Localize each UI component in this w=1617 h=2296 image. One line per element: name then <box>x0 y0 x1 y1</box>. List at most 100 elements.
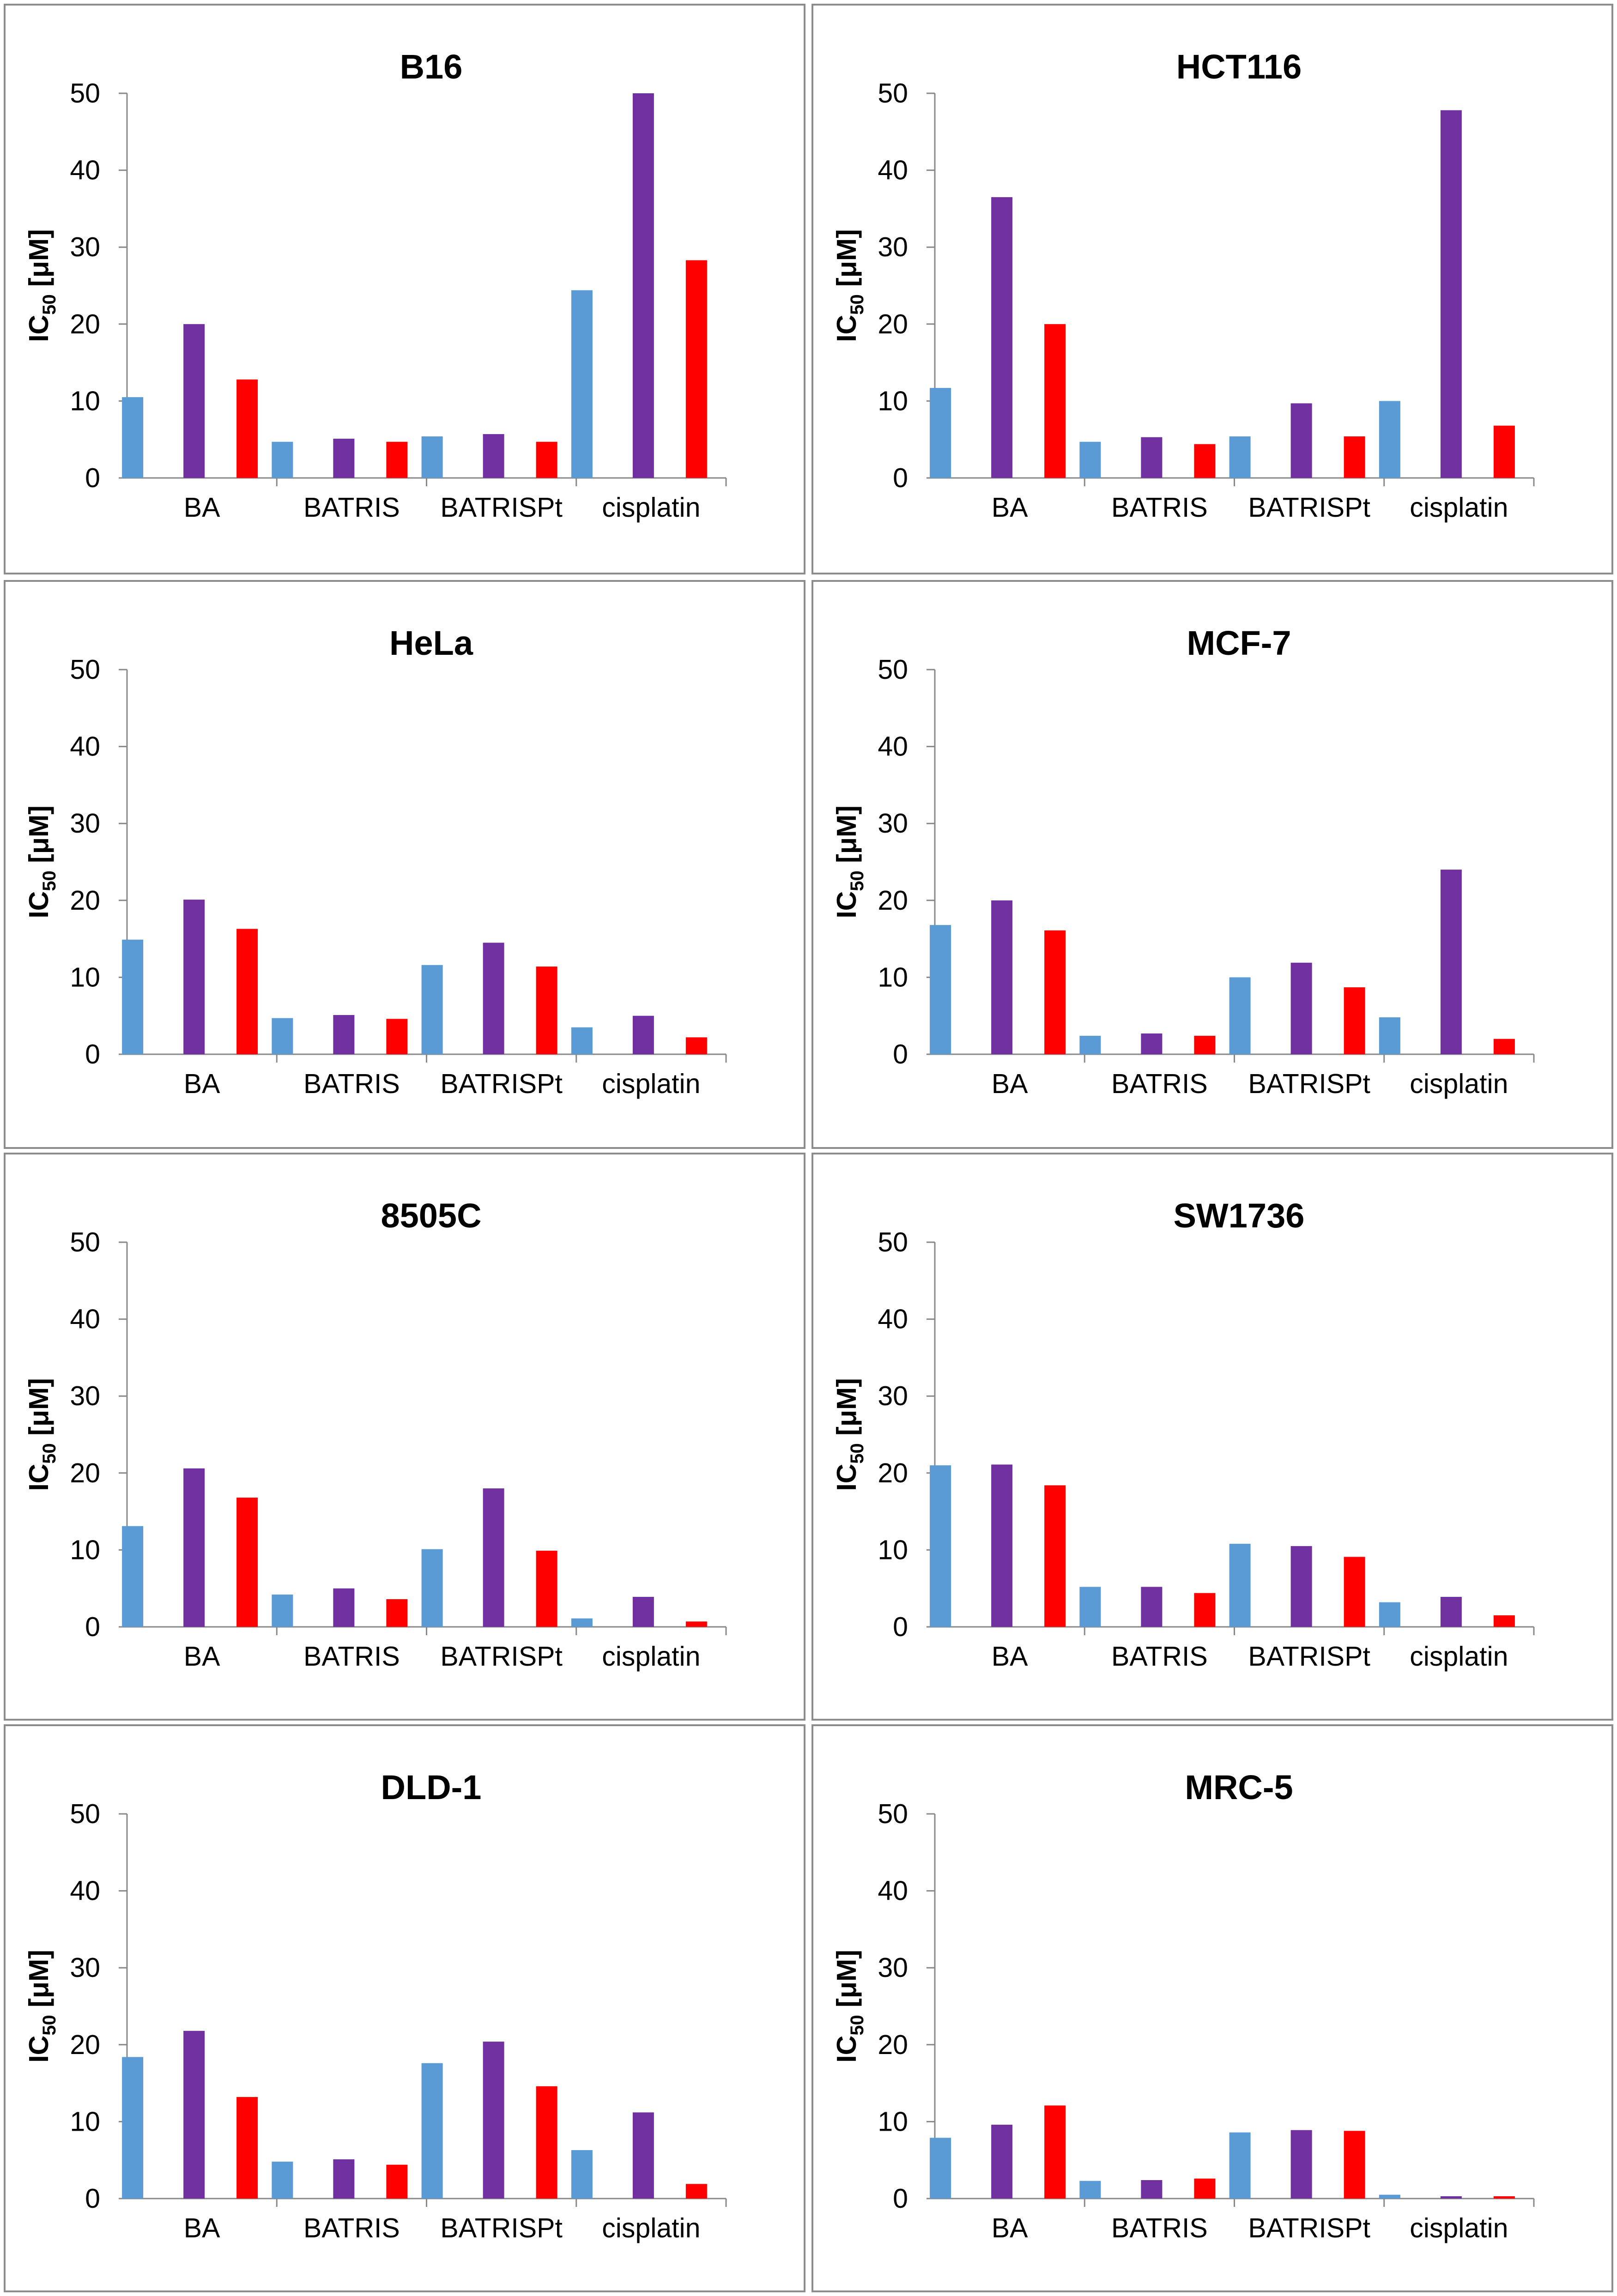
y-tick-label: 40 <box>878 731 908 762</box>
bar-series1-batrispt <box>1229 2132 1251 2199</box>
x-category-label: BATRIS <box>303 492 400 523</box>
y-tick-label: 50 <box>70 1227 100 1257</box>
bar-series3-batrispt <box>1344 2131 1365 2199</box>
chart-svg: HeLa 0 10 20 30 40 50 BA BATRIS BATRISPt cisplatin… <box>24 624 727 1099</box>
x-category-label: BA <box>992 1069 1028 1099</box>
x-category-label: BA <box>992 492 1028 523</box>
y-tick-label: 10 <box>878 386 908 416</box>
bar-series2-batris <box>1141 1587 1163 1627</box>
bar-series3-batris <box>1194 1593 1216 1627</box>
bar-series2-batrispt <box>483 434 504 478</box>
y-tick-label: 30 <box>70 808 100 839</box>
y-axis-label: IC50 [μM] <box>831 229 867 342</box>
x-category-label: BATRIS <box>1111 1641 1208 1672</box>
chart-panel-b16: B16 0 10 20 30 40 50 BA BATRIS BATRISPt cisplatin I… <box>4 4 805 574</box>
bar-series2-batris <box>1141 437 1163 478</box>
y-tick-label: 10 <box>70 2106 100 2137</box>
bar-series1-ba <box>122 2057 144 2199</box>
y-tick-label: 10 <box>70 386 100 416</box>
chart-title: MRC-5 <box>1185 1768 1293 1807</box>
bar-series1-ba <box>122 1526 144 1627</box>
bar-series3-batrispt <box>1344 987 1365 1054</box>
bar-series3-ba <box>236 379 258 478</box>
bar-series3-batris <box>386 2164 408 2199</box>
x-category-label: BA <box>992 1641 1028 1672</box>
bar-series1-cisplatin <box>1379 1017 1400 1054</box>
y-tick-label: 20 <box>878 309 908 339</box>
x-category-label: cisplatin <box>1410 492 1508 523</box>
bar-series1-batrispt <box>421 1549 443 1627</box>
y-tick-label: 0 <box>85 1039 100 1069</box>
y-axis-label-sub: 50 <box>847 294 867 315</box>
bar-series2-ba <box>991 900 1013 1054</box>
bar-series1-cisplatin <box>1379 1602 1400 1627</box>
bar-series1-ba <box>122 939 144 1054</box>
y-tick-label: 20 <box>70 1458 100 1488</box>
y-tick-label: 50 <box>70 78 100 109</box>
bar-series3-ba <box>1044 1485 1066 1627</box>
bar-series2-batris <box>333 1588 355 1627</box>
bar-series1-batris <box>1079 2181 1101 2199</box>
y-axis-label-main: IC <box>24 1464 54 1491</box>
y-axis-label-unit: [μM] <box>831 1378 862 1443</box>
y-tick-label: 30 <box>878 1381 908 1411</box>
bar-series1-cisplatin <box>1379 401 1400 478</box>
bar-series2-cisplatin <box>632 2112 654 2199</box>
y-axis-label-unit: [μM] <box>24 1378 54 1443</box>
bar-series3-ba <box>1044 2105 1066 2199</box>
y-tick-label: 40 <box>878 1304 908 1335</box>
bar-series1-ba <box>122 397 144 478</box>
y-axis-label-unit: [μM] <box>24 229 54 294</box>
bar-series3-ba <box>236 1498 258 1627</box>
y-axis-label-main: IC <box>24 891 54 918</box>
bar-series2-batrispt <box>483 943 504 1054</box>
bar-series3-batrispt <box>536 1551 557 1627</box>
y-tick-label: 20 <box>70 2030 100 2060</box>
y-tick-label: 0 <box>893 1612 908 1642</box>
chart-title: SW1736 <box>1174 1196 1305 1235</box>
bar-series3-ba <box>236 929 258 1054</box>
x-category-label: BATRISPt <box>1248 1069 1370 1099</box>
y-tick-label: 20 <box>878 2030 908 2060</box>
bar-series2-ba <box>183 2030 205 2199</box>
bar-series2-batrispt <box>1290 1546 1312 1627</box>
bar-series3-batrispt <box>536 2086 557 2199</box>
bar-series2-batris <box>1141 1033 1163 1054</box>
y-axis-label-sub: 50 <box>847 1443 867 1464</box>
y-tick-label: 20 <box>70 885 100 916</box>
bar-series2-cisplatin <box>632 93 654 478</box>
y-tick-label: 30 <box>70 1381 100 1411</box>
bar-series2-batris <box>1141 2180 1163 2199</box>
bar-series2-ba <box>183 900 205 1054</box>
bar-series2-ba <box>183 1468 205 1627</box>
bar-series2-ba <box>991 2125 1013 2199</box>
chart-svg: B16 0 10 20 30 40 50 BA BATRIS BATRISPt cisplatin I… <box>24 48 727 523</box>
bar-series1-batris <box>1079 1587 1101 1627</box>
x-category-label: cisplatin <box>1410 2213 1508 2243</box>
bar-series1-ba <box>930 1465 951 1627</box>
x-category-label: cisplatin <box>602 1069 700 1099</box>
bar-series2-ba <box>991 1464 1013 1627</box>
bar-series1-batrispt <box>1229 436 1251 478</box>
x-category-label: BA <box>184 1069 220 1099</box>
bar-series3-cisplatin <box>685 260 707 478</box>
y-tick-label: 40 <box>878 1876 908 1906</box>
y-tick-label: 20 <box>70 309 100 339</box>
y-tick-label: 50 <box>878 654 908 685</box>
y-axis-label: IC50 [μM] <box>24 805 60 918</box>
x-category-label: BA <box>184 1641 220 1672</box>
chart-svg: SW1736 0 10 20 30 40 50 BA BATRIS BATRISPt cisplat… <box>831 1196 1535 1672</box>
x-category-label: BATRISPt <box>440 1069 562 1099</box>
x-category-label: BATRISPt <box>1248 1641 1370 1672</box>
y-tick-label: 10 <box>70 962 100 992</box>
y-tick-label: 40 <box>70 1876 100 1906</box>
bar-series2-batrispt <box>483 2042 504 2199</box>
y-axis-label: IC50 [μM] <box>24 229 60 342</box>
bar-series1-batrispt <box>1229 977 1251 1054</box>
bar-series2-ba <box>183 324 205 478</box>
chart-svg: HCT116 0 10 20 30 40 50 BA BATRIS BATRISPt cisplat… <box>831 48 1535 523</box>
bar-series3-cisplatin <box>1493 1039 1515 1054</box>
y-axis-label-main: IC <box>831 315 862 342</box>
y-tick-label: 0 <box>893 1039 908 1069</box>
chart-title: MCF-7 <box>1187 624 1291 662</box>
